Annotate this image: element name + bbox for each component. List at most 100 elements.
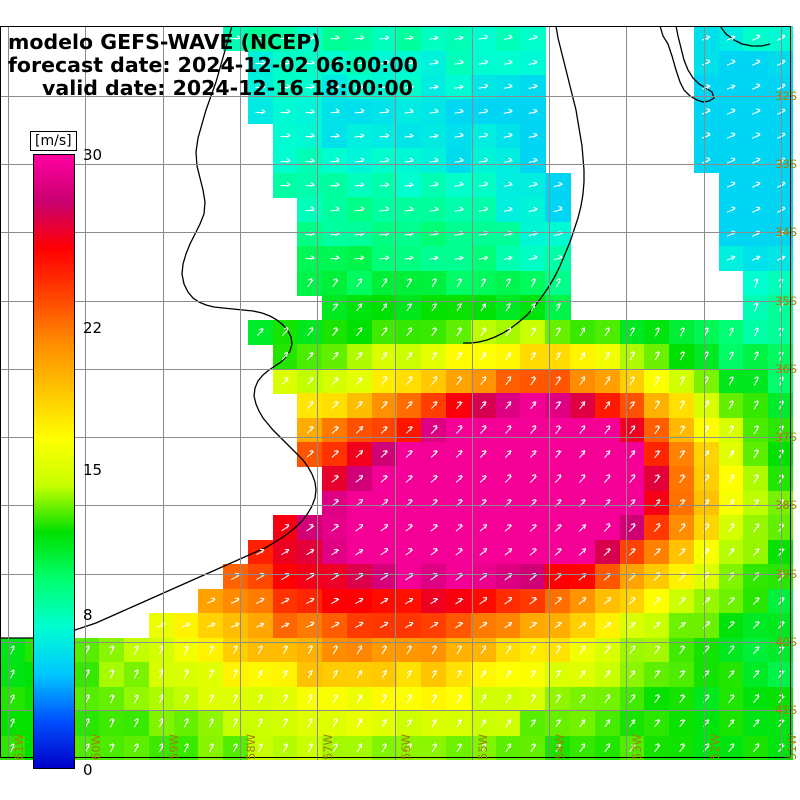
gridline-latitude: [0, 164, 793, 166]
grid-cell: [297, 99, 323, 125]
longitude-label: 60W: [89, 733, 104, 760]
longitude-label: 59W: [166, 733, 181, 760]
gridline-latitude: [0, 710, 793, 711]
grid-cell: [693, 26, 720, 52]
grid-cell: [421, 26, 447, 52]
grid-cell: [495, 50, 521, 76]
gridline-latitude: [0, 641, 793, 643]
colorbar-tick-0: 0: [83, 761, 93, 779]
grid-cell: [520, 26, 546, 52]
grid-cell: [421, 74, 447, 100]
grid-cell: [247, 26, 274, 52]
grid-cell: [322, 26, 348, 52]
grid-cell: [520, 50, 546, 76]
grid-cell: [743, 74, 769, 100]
latitude-label: 40S: [775, 634, 797, 649]
colorbar[interactable]: 30 22 15 8 0: [33, 146, 102, 779]
longitude-label: 56W: [398, 733, 413, 760]
gridline-longitude: [162, 26, 164, 760]
colorbar-unit-label: [m/s]: [30, 131, 77, 151]
grid-cell: [693, 50, 720, 76]
grid-cell: [247, 99, 274, 125]
gridline-latitude: [0, 437, 793, 439]
grid-cell: [322, 74, 348, 100]
grid-cell: [693, 74, 720, 100]
latitude-label: 39S: [775, 566, 797, 581]
latitude-label: 41S: [775, 703, 797, 717]
latitude-label: 33S: [775, 157, 797, 172]
latitude-label: 37S: [775, 430, 797, 445]
gridline-longitude: [239, 26, 241, 760]
longitude-label: 54W: [553, 733, 568, 760]
grid-cell: [718, 50, 745, 76]
colorbar-tick-22: 22: [83, 318, 103, 337]
grid-cell: [396, 74, 422, 100]
gridline-latitude: [0, 505, 793, 507]
grid-cell: [768, 74, 793, 100]
longitude-label: 52W: [707, 733, 722, 760]
grid-cell: [520, 74, 546, 100]
colorbar-gradient: [33, 154, 75, 769]
gridline-longitude: [626, 26, 628, 760]
colorbar-tick-15: 15: [83, 461, 103, 480]
map-plot-area[interactable]: [0, 26, 793, 760]
longitude-label: 51W: [785, 733, 799, 760]
gridline-longitude: [317, 26, 319, 760]
gridline-longitude: [85, 26, 87, 760]
grid-cell: [421, 99, 447, 125]
grid-cell: [495, 74, 521, 100]
grid-cell: [396, 99, 422, 125]
grid-cell: [470, 74, 497, 100]
grid-cell: [495, 26, 521, 52]
latitude-label: 34S: [775, 225, 797, 240]
grid-cell: [346, 99, 373, 125]
gridline-latitude: [0, 368, 793, 370]
grid-cell: [470, 26, 497, 52]
grid-cell: [346, 26, 373, 52]
grid-cell: [223, 26, 249, 52]
grid-cell: [297, 26, 323, 52]
gridline-latitude: [0, 300, 793, 302]
grid-cell: [396, 50, 422, 76]
grid-cell: [446, 74, 472, 100]
longitude-label: 61W: [12, 733, 26, 760]
grid-cell: [446, 99, 472, 125]
longitude-label: 57W: [321, 733, 336, 760]
colorbar-tick-30: 30: [83, 146, 103, 164]
grid-cell: [768, 26, 793, 52]
grid-cell: [322, 99, 348, 125]
gridline-latitude: [0, 232, 793, 234]
grid-cell: [446, 50, 472, 76]
grid-cell: [470, 50, 497, 76]
latitude-label: 35S: [775, 293, 797, 308]
wind-direction-arrows: [0, 26, 793, 760]
grid-cell: [297, 50, 323, 76]
grid-cell: [446, 26, 472, 52]
grid-cell: [743, 50, 769, 76]
gridline-longitude: [549, 26, 551, 760]
gridline-longitude: [8, 26, 9, 760]
grid-cell: [371, 50, 398, 76]
grid-cell: [718, 74, 745, 100]
grid-cell: [768, 50, 793, 76]
colorbar-tick-8: 8: [83, 606, 93, 625]
grid-cell: [371, 99, 398, 125]
grid-cell: [470, 99, 497, 125]
grid-cell: [396, 26, 422, 52]
grid-cell: [346, 50, 373, 76]
latitude-label: 36S: [775, 361, 797, 376]
longitude-label: 53W: [630, 733, 645, 760]
grid-cell: [247, 74, 274, 100]
gridline-latitude: [0, 96, 793, 97]
grid-cell: [272, 99, 298, 125]
latitude-label: 32S: [775, 89, 797, 103]
gridline-longitude: [703, 26, 705, 760]
grid-cell: [421, 50, 447, 76]
grid-cell: [272, 26, 298, 52]
grid-cell: [371, 26, 398, 52]
latitude-label: 38S: [775, 498, 797, 513]
grid-cell: [247, 50, 274, 76]
grid-cell: [743, 26, 769, 52]
gridline-longitude: [471, 26, 473, 760]
